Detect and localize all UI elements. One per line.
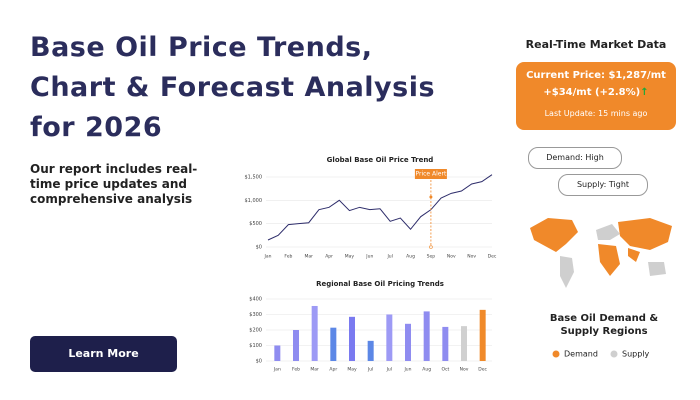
page-title: for 2026 — [30, 112, 163, 143]
bar — [461, 326, 467, 361]
y-tick-label: $0 — [256, 359, 262, 365]
x-tick-label: Dec — [478, 367, 487, 373]
x-tick-label: Nov — [460, 367, 469, 373]
map-region — [530, 218, 578, 252]
bar — [349, 316, 355, 361]
y-tick-label: $1,000 — [245, 198, 263, 204]
market-title: Real-Time Market Data — [525, 38, 667, 51]
x-tick-label: Sep — [427, 254, 436, 260]
y-tick-label: $400 — [249, 297, 262, 303]
bar — [442, 326, 449, 361]
alert-badge — [414, 169, 447, 179]
price-change-row: +$34/mt (+2.8%)↑ — [516, 87, 676, 98]
page-title: Base Oil Price Trends, — [30, 32, 373, 63]
price-change: +$34/mt (+2.8%) — [543, 87, 641, 98]
x-tick-label: Feb — [292, 367, 300, 373]
bar — [386, 314, 393, 361]
x-tick-label: Jul — [386, 367, 392, 373]
bar — [274, 345, 281, 361]
map-title: Base Oil Demand & Supply Regions — [549, 313, 659, 337]
x-tick-label: Apr — [325, 254, 333, 260]
bar — [293, 330, 299, 361]
demand-pill: Demand: High — [528, 147, 622, 169]
page-title: Chart & Forecast Analysis — [30, 72, 436, 103]
x-tick-label: Jun — [403, 367, 411, 373]
x-tick-label: Oct — [441, 367, 449, 373]
description: Our report includes real-time price upda… — [30, 162, 198, 206]
current-price: Current Price: $1,287/mt — [526, 70, 666, 81]
x-tick-label: Feb — [284, 254, 292, 260]
legend-swatch — [552, 350, 560, 358]
map-region — [628, 248, 640, 262]
price-box — [516, 62, 676, 130]
x-tick-label: Jan — [264, 254, 272, 260]
y-tick-label: $0 — [256, 245, 262, 251]
y-tick-label: $300 — [249, 312, 262, 318]
x-tick-label: Jul — [367, 367, 373, 373]
x-tick-label: Jul — [386, 254, 392, 260]
supply-pill: Supply: Tight — [558, 174, 648, 196]
x-tick-label: Aug — [422, 367, 431, 373]
x-tick-label: Nov — [467, 254, 476, 260]
x-tick-label: Aug — [406, 254, 415, 260]
y-tick-label: $100 — [249, 343, 262, 349]
y-tick-label: $200 — [249, 328, 262, 334]
legend-label: Supply — [622, 350, 650, 359]
y-tick-label: $500 — [249, 221, 262, 227]
x-tick-label: Nov — [447, 254, 456, 260]
x-tick-label: Jan — [273, 367, 281, 373]
bar — [479, 309, 486, 361]
bar — [330, 327, 337, 361]
map-region — [598, 244, 620, 276]
map-region — [648, 262, 666, 276]
bar — [423, 311, 430, 361]
map-region — [618, 218, 672, 250]
map-region — [560, 256, 574, 288]
bar — [405, 323, 411, 361]
x-tick-label: May — [345, 254, 355, 260]
last-update: Last Update: 15 mins ago — [544, 109, 648, 118]
x-tick-label: May — [347, 367, 357, 373]
alert-dot — [429, 245, 433, 249]
legend-swatch — [610, 350, 618, 358]
price-line — [267, 174, 493, 241]
learn-more-button[interactable]: Learn More — [30, 336, 177, 372]
map-region — [596, 224, 620, 240]
chart-title: Global Base Oil Price Trend — [327, 156, 434, 164]
alert-dot — [429, 195, 433, 199]
y-tick-label: $1,500 — [245, 175, 263, 181]
legend-label: Demand — [564, 350, 598, 359]
up-arrow: ↑ — [640, 87, 649, 98]
chart-title: Regional Base Oil Pricing Trends — [316, 280, 444, 288]
bar — [311, 305, 318, 361]
world-map — [530, 218, 672, 288]
x-tick-label: Dec — [488, 254, 497, 260]
x-tick-label: Mar — [310, 367, 319, 373]
x-tick-label: Jun — [365, 254, 373, 260]
x-tick-label: Apr — [329, 367, 337, 373]
x-tick-label: Mar — [304, 254, 313, 260]
bar — [367, 340, 374, 361]
alert-label: Price Alert — [415, 171, 446, 178]
